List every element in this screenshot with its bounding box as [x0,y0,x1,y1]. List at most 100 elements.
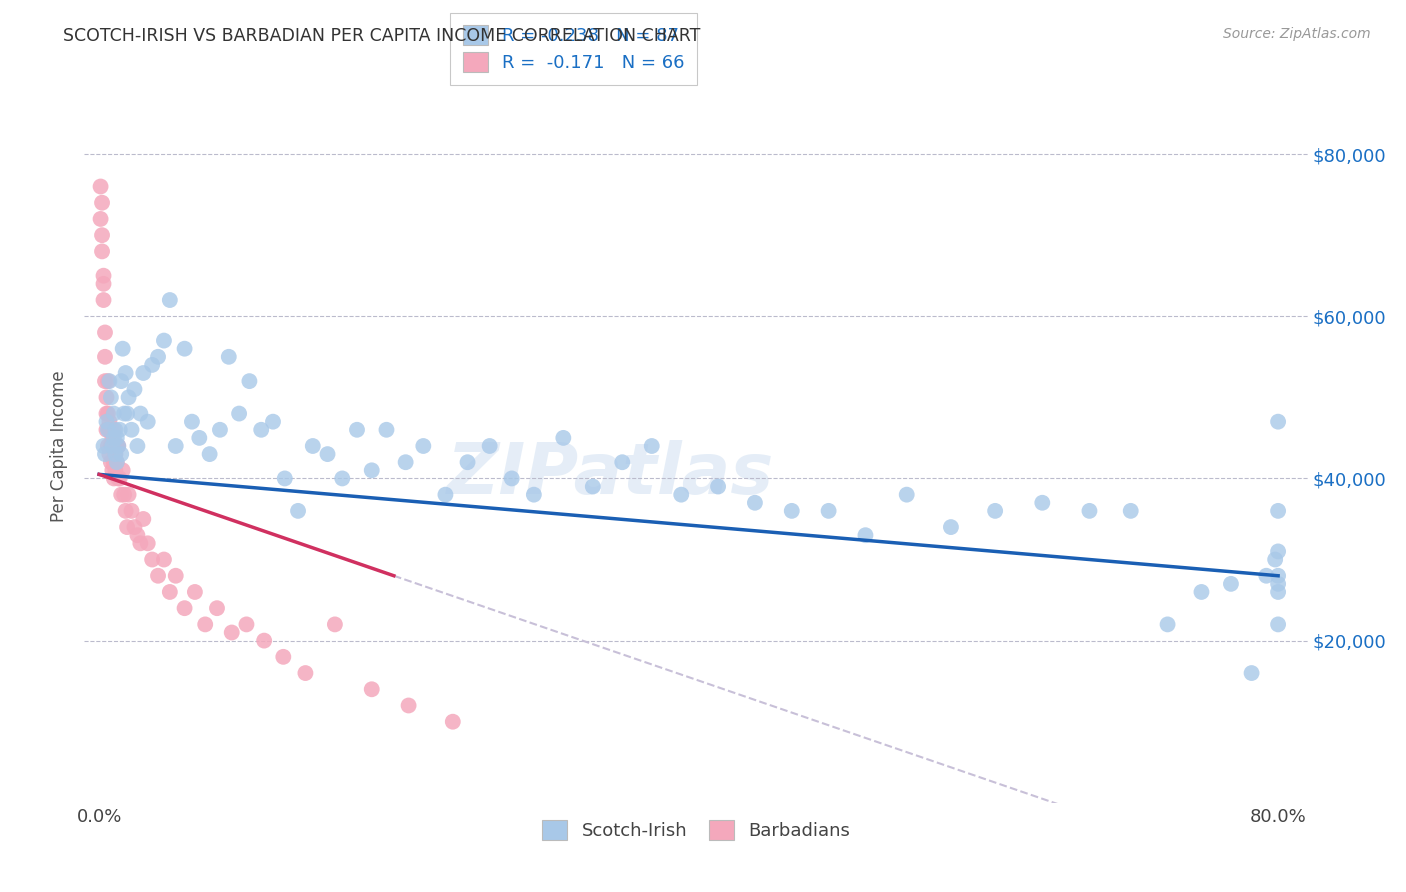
Point [94,326,117,340]
Point [1267,568,1289,582]
Point [1267,577,1289,591]
Point [104,447,127,461]
Point [97,423,120,437]
Point [671,488,693,502]
Point [107,471,129,485]
Point [441,714,464,729]
Point [612,455,634,469]
Point [121,504,143,518]
Point [478,439,501,453]
Point [205,601,228,615]
Point [98,423,121,437]
Point [91,228,114,243]
Point [1240,666,1263,681]
Point [103,455,125,469]
Point [188,431,211,445]
Point [115,520,138,534]
Point [93,293,115,307]
Point [1078,504,1101,518]
Point [744,496,766,510]
Point [553,431,575,445]
Point [159,585,181,599]
Point [208,423,231,437]
Point [124,520,146,534]
Point [112,407,135,421]
Point [253,633,276,648]
Point [1031,496,1053,510]
Point [235,617,257,632]
Point [112,488,135,502]
Point [114,366,136,380]
Point [984,504,1007,518]
Point [218,350,240,364]
Point [582,479,605,493]
Point [294,666,316,681]
Point [105,439,128,453]
Point [114,504,136,518]
Point [101,463,124,477]
Point [641,439,664,453]
Point [146,350,169,364]
Point [117,390,139,404]
Point [1191,585,1213,599]
Point [707,479,730,493]
Point [165,568,187,582]
Point [173,342,195,356]
Point [100,390,122,404]
Text: SCOTCH-IRISH VS BARBADIAN PER CAPITA INCOME CORRELATION CHART: SCOTCH-IRISH VS BARBADIAN PER CAPITA INC… [63,27,700,45]
Point [323,617,346,632]
Point [127,439,149,453]
Point [896,488,918,502]
Point [184,585,207,599]
Point [146,568,169,582]
Point [173,601,195,615]
Point [96,423,118,437]
Point [375,423,398,437]
Point [96,390,118,404]
Point [457,455,479,469]
Point [107,439,129,453]
Point [501,471,523,485]
Point [105,455,128,469]
Point [98,415,121,429]
Point [103,423,125,437]
Point [103,431,125,445]
Point [360,463,382,477]
Point [1156,617,1178,632]
Point [939,520,962,534]
Point [1267,415,1289,429]
Point [105,431,128,445]
Point [165,439,187,453]
Point [111,463,134,477]
Point [1119,504,1142,518]
Point [93,277,115,291]
Point [100,439,122,453]
Point [1219,577,1241,591]
Point [103,471,125,485]
Legend: Scotch-Irish, Barbadians: Scotch-Irish, Barbadians [534,813,858,847]
Point [101,439,124,453]
Point [100,423,122,437]
Point [104,447,127,461]
Point [1267,544,1289,558]
Point [129,536,152,550]
Point [1264,552,1286,566]
Text: ZIPatlas: ZIPatlas [447,440,775,509]
Point [346,423,368,437]
Point [101,439,124,453]
Point [117,488,139,502]
Point [104,423,127,437]
Point [153,334,176,348]
Point [153,552,176,566]
Text: Source: ZipAtlas.com: Source: ZipAtlas.com [1223,27,1371,41]
Point [817,504,839,518]
Point [1267,585,1289,599]
Point [194,617,217,632]
Point [103,407,125,421]
Point [136,536,159,550]
Point [301,439,323,453]
Point [121,423,143,437]
Point [141,552,163,566]
Point [97,407,120,421]
Point [1267,617,1289,632]
